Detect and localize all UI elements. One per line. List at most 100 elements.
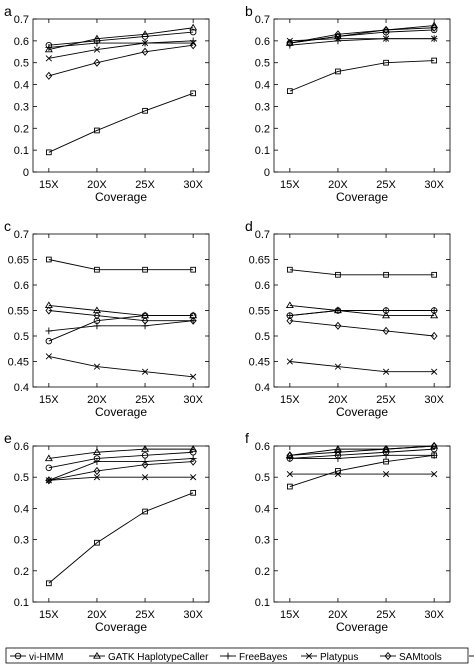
data-point-platypus <box>431 470 438 478</box>
y-tick-label: 0.65 <box>8 255 29 267</box>
x-tick-label: 15X <box>280 609 300 621</box>
y-tick-label: 0.1 <box>14 597 29 609</box>
y-tick-label: 0.3 <box>14 535 29 547</box>
chart-panel-b: b 0 0.1 0.2 0.3 0.4 0.5 0.6 0.7 15X 20X 25X 30X Cover… <box>245 3 451 204</box>
y-tick-label: 0.4 <box>14 80 29 92</box>
y-tick-label: 0.7 <box>14 14 29 26</box>
x-tick-label: 20X <box>87 394 107 406</box>
data-point-platypus <box>382 470 390 478</box>
y-tick-label: 0.3 <box>255 535 270 547</box>
plot-area-box <box>32 18 210 173</box>
x-tick-label: 20X <box>87 609 107 621</box>
data-point-varscan <box>190 266 197 273</box>
x-tick-label: 15X <box>39 179 59 191</box>
data-point-platypus <box>382 35 390 42</box>
y-tick-label: 0.5 <box>255 331 270 343</box>
data-point-samtools <box>430 441 438 451</box>
series-line-varscan <box>48 492 194 584</box>
data-point-freebayes <box>382 307 390 314</box>
legend-label-gatk-haplotypecaller: GATK HaplotypeCaller <box>108 652 209 663</box>
series-line-platypus <box>48 355 194 378</box>
plot-area-box <box>273 18 451 173</box>
x-axis-label: Coverage <box>95 620 147 634</box>
data-point-freebayes <box>93 39 101 47</box>
legend-marker-samtools <box>384 651 392 661</box>
y-tick-label: 0.2 <box>14 123 29 135</box>
series-line-platypus <box>48 42 194 59</box>
data-point-varscan <box>383 59 389 66</box>
data-point-gatk-haplotypecaller <box>92 448 101 455</box>
data-point-samtools <box>286 316 294 325</box>
data-point-gatk-haplotypecaller <box>141 30 150 37</box>
legend-label-platypus: Platypus <box>320 652 358 663</box>
data-point-samtools <box>93 311 101 320</box>
data-point-varscan <box>286 483 293 490</box>
y-tick-label: 0.3 <box>255 101 270 113</box>
data-point-platypus <box>431 368 438 375</box>
data-point-varscan <box>286 88 293 94</box>
x-tick-label: 15X <box>39 609 59 621</box>
x-tick-label: 15X <box>280 179 300 191</box>
data-point-samtools <box>93 466 101 476</box>
series-line-samtools <box>289 445 435 456</box>
series-line-freebayes <box>289 310 435 317</box>
y-tick-label: 0.55 <box>249 306 270 318</box>
data-point-platypus <box>190 373 197 380</box>
data-point-samtools <box>141 47 149 56</box>
x-tick-label: 25X <box>135 179 155 191</box>
legend: vi-HMM GATK HaplotypeCaller FreeBayes Platy… <box>5 647 474 664</box>
data-point-varscan <box>383 271 389 278</box>
data-point-platypus <box>334 363 342 370</box>
data-point-samtools <box>189 316 197 325</box>
panel-label: b <box>245 3 253 19</box>
y-tick-label: 0.6 <box>14 280 29 292</box>
data-point-platypus <box>334 470 342 478</box>
data-point-samtools <box>382 326 390 336</box>
data-point-samtools <box>141 460 149 469</box>
x-tick-label: 20X <box>87 179 107 191</box>
data-point-varscan <box>94 539 100 546</box>
y-tick-label: 0.5 <box>14 472 29 484</box>
data-point-varscan <box>383 458 389 465</box>
data-point-platypus <box>382 368 390 375</box>
data-point-varscan <box>142 107 148 114</box>
data-point-vi-hmm <box>45 337 53 345</box>
data-point-samtools <box>286 38 294 48</box>
data-point-platypus <box>93 46 101 53</box>
x-axis-label: Coverage <box>95 405 147 419</box>
series-line-samtools <box>289 27 435 44</box>
data-point-vi-hmm <box>430 26 438 34</box>
data-point-samtools <box>286 451 294 460</box>
data-point-platypus <box>93 474 101 481</box>
data-point-samtools <box>45 476 53 485</box>
series-line-varscan <box>48 92 194 153</box>
y-tick-label: 0.6 <box>255 280 270 292</box>
series-line-varscan <box>48 259 194 271</box>
y-tick-label: 0.4 <box>14 503 29 515</box>
series-line-gatk-haplotypecaller <box>48 448 194 459</box>
y-tick-label: 0.45 <box>8 357 29 369</box>
data-point-varscan <box>190 90 197 97</box>
series-line-vi-hmm <box>48 451 194 469</box>
data-point-varscan <box>45 149 52 156</box>
data-point-varscan <box>94 127 100 134</box>
data-point-gatk-haplotypecaller <box>430 311 439 319</box>
x-tick-label: 20X <box>328 394 348 406</box>
y-tick-label: 0.55 <box>8 306 29 318</box>
data-point-varscan <box>45 256 52 263</box>
x-tick-label: 25X <box>135 609 155 621</box>
data-point-gatk-haplotypecaller <box>44 454 53 462</box>
chart-panel-e: e 0.1 0.2 0.3 0.4 0.5 0.6 15X 20X 25X 30X Coverage <box>4 430 210 634</box>
data-point-samtools <box>430 23 438 32</box>
data-point-vi-hmm <box>189 28 197 36</box>
data-point-varscan <box>335 468 341 474</box>
y-tick-label: 0.5 <box>255 472 270 484</box>
data-point-gatk-haplotypecaller <box>333 445 342 452</box>
series-line-vi-hmm <box>48 31 194 46</box>
x-tick-label: 25X <box>135 394 155 406</box>
data-point-samtools <box>430 331 438 341</box>
x-tick-label: 25X <box>376 394 396 406</box>
legend-marker-platypus <box>305 652 313 660</box>
data-point-freebayes <box>45 327 53 335</box>
chart-panel-d: d 0.4 0.45 0.5 0.55 0.6 0.65 0.7 15X 20X 25X 30X Cov… <box>245 218 451 419</box>
